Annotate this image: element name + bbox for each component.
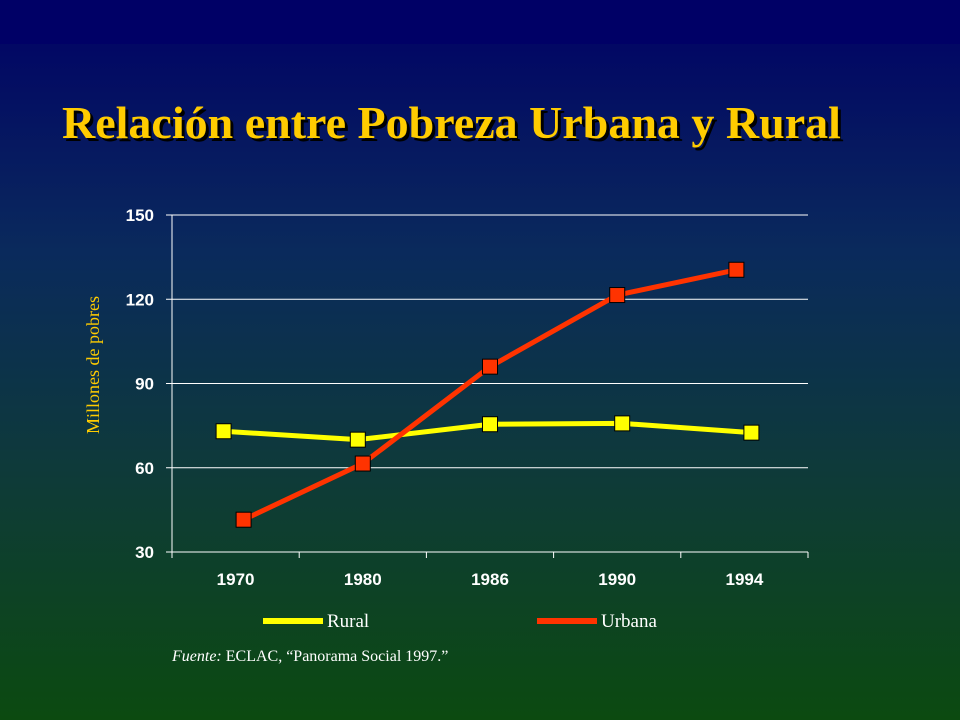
x-tick-label: 1990	[598, 570, 636, 589]
y-tick-label: 150	[126, 206, 154, 225]
data-point-urbana-1994	[728, 261, 745, 278]
legend-swatch-urbana	[537, 618, 597, 624]
y-tick-label: 90	[135, 375, 154, 394]
x-tick-label: 1986	[471, 570, 509, 589]
top-band	[0, 0, 960, 44]
grid-lines	[172, 214, 808, 469]
data-point-urbana-1970	[235, 511, 252, 528]
legend-swatch-rural	[263, 618, 323, 624]
legend: Rural Urbana	[263, 611, 657, 632]
source-note: Fuente: ECLAC, “Panorama Social 1997.”	[172, 648, 448, 666]
x-tick-label: 1994	[725, 570, 763, 589]
data-point-rural-1990	[614, 415, 631, 432]
y-tick-label: 120	[126, 290, 154, 309]
source-text: ECLAC, “Panorama Social 1997.”	[221, 648, 449, 665]
data-point-rural-1980	[349, 431, 366, 448]
x-tick-labels: 1970 1980 1986 1990 1994	[217, 570, 764, 589]
source-prefix: Fuente:	[172, 648, 222, 665]
x-tick-label: 1970	[217, 570, 255, 589]
y-tick-label: 60	[135, 459, 154, 478]
legend-label-rural: Rural	[327, 611, 369, 632]
y-tick-labels: 30 60 90 120 150	[126, 206, 154, 562]
y-axis-label: Millones de pobres	[83, 296, 103, 434]
data-point-rural-1970	[215, 423, 232, 440]
series-line-urbana	[242, 267, 737, 522]
legend-label-urbana: Urbana	[601, 611, 657, 632]
slide-title: Relación entre Pobreza Urbana y Rural	[62, 97, 841, 148]
data-point-urbana-1986	[482, 358, 498, 375]
series-layer	[215, 261, 760, 528]
x-tick-label: 1980	[344, 570, 382, 589]
data-point-urbana-1990	[609, 287, 626, 304]
data-point-urbana-1980	[354, 455, 371, 472]
axes	[166, 214, 809, 558]
data-point-rural-1986	[482, 416, 498, 433]
data-point-rural-1994	[743, 424, 760, 441]
y-tick-label: 30	[135, 543, 154, 562]
